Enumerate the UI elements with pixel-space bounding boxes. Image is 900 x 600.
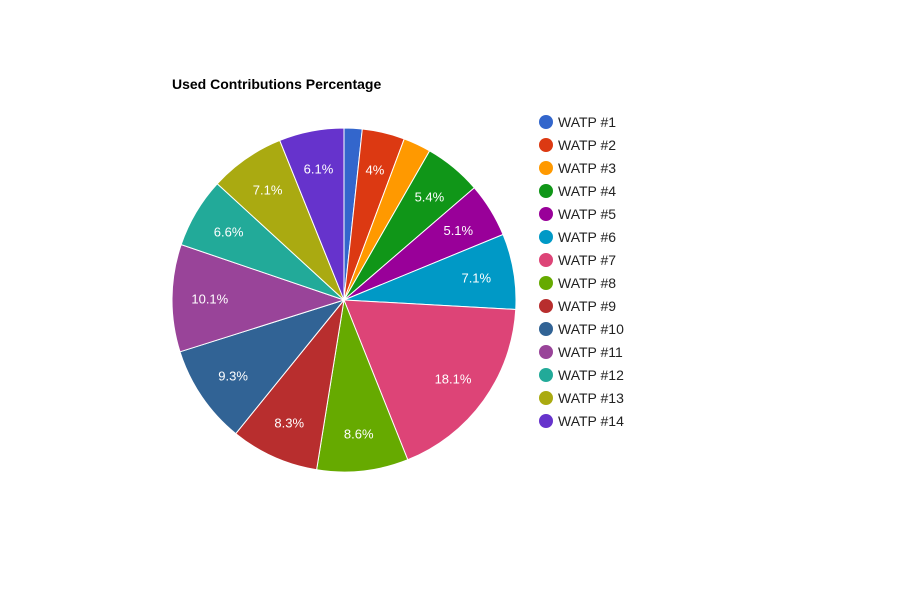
slice-label-watp-2: 4% — [366, 162, 385, 177]
slice-label-watp-11: 10.1% — [191, 292, 228, 307]
pie-slice-watp-10[interactable] — [179, 299, 346, 435]
slice-label-watp-13: 7.1% — [253, 183, 283, 198]
legend-label: WATP #10 — [558, 321, 624, 337]
legend-swatch — [539, 414, 553, 428]
legend-item-watp-10[interactable]: WATP #10 — [539, 321, 624, 337]
legend-label: WATP #3 — [558, 160, 616, 176]
legend-item-watp-4[interactable]: WATP #4 — [539, 183, 616, 199]
legend-label: WATP #6 — [558, 229, 616, 245]
legend-label: WATP #1 — [558, 114, 616, 130]
legend-swatch — [539, 368, 553, 382]
legend-swatch — [539, 345, 553, 359]
legend-label: WATP #5 — [558, 206, 616, 222]
legend-label: WATP #8 — [558, 275, 616, 291]
slice-label-watp-14: 6.1% — [304, 161, 334, 176]
pie-slices — [171, 127, 517, 473]
legend-label: WATP #7 — [558, 252, 616, 268]
legend-item-watp-7[interactable]: WATP #7 — [539, 252, 616, 268]
legend-swatch — [539, 299, 553, 313]
pie-slice-watp-9[interactable] — [235, 298, 345, 471]
legend-item-watp-14[interactable]: WATP #14 — [539, 413, 624, 429]
legend-swatch — [539, 207, 553, 221]
legend-label: WATP #2 — [558, 137, 616, 153]
slice-label-watp-6: 7.1% — [461, 271, 491, 286]
legend-item-watp-12[interactable]: WATP #12 — [539, 367, 624, 383]
pie-slice-watp-14[interactable] — [279, 127, 345, 301]
legend-swatch — [539, 184, 553, 198]
legend-swatch — [539, 276, 553, 290]
legend-item-watp-6[interactable]: WATP #6 — [539, 229, 616, 245]
legend-item-watp-2[interactable]: WATP #2 — [539, 137, 616, 153]
legend-label: WATP #4 — [558, 183, 616, 199]
slice-label-watp-7: 18.1% — [435, 371, 472, 386]
legend-label: WATP #11 — [558, 344, 623, 360]
pie-slice-labels: 4% 5.4% 5.1% 7.1% 18.1% 8.6% 8.3% 9.3% 10.1% 6.6%… — [191, 161, 491, 441]
legend-item-watp-13[interactable]: WATP #13 — [539, 390, 624, 406]
legend-item-watp-1[interactable]: WATP #1 — [539, 114, 616, 130]
legend-swatch — [539, 138, 553, 152]
slice-label-watp-4: 5.4% — [415, 190, 445, 205]
legend-swatch — [539, 161, 553, 175]
slice-label-watp-12: 6.6% — [214, 225, 244, 240]
legend-item-watp-9[interactable]: WATP #9 — [539, 298, 616, 314]
legend-label: WATP #14 — [558, 413, 624, 429]
slice-label-watp-10: 9.3% — [218, 369, 248, 384]
pie-slice-watp-7[interactable] — [343, 299, 517, 461]
legend-swatch — [539, 391, 553, 405]
legend-swatch — [539, 115, 553, 129]
legend-label: WATP #13 — [558, 390, 624, 406]
legend-item-watp-3[interactable]: WATP #3 — [539, 160, 616, 176]
legend-label: WATP #12 — [558, 367, 624, 383]
legend-swatch — [539, 230, 553, 244]
legend-label: WATP #9 — [558, 298, 616, 314]
pie-slice-watp-11[interactable] — [171, 243, 346, 353]
slice-label-watp-9: 8.3% — [274, 416, 304, 431]
pie-slice-watp-8[interactable] — [316, 298, 409, 473]
legend: WATP #1 WATP #2 WATP #3 WATP #4 WATP #5 WATP … — [539, 114, 624, 429]
legend-item-watp-5[interactable]: WATP #5 — [539, 206, 616, 222]
legend-swatch — [539, 322, 553, 336]
chart-title: Used Contributions Percentage — [172, 76, 381, 92]
legend-item-watp-11[interactable]: WATP #11 — [539, 344, 623, 360]
slice-label-watp-8: 8.6% — [344, 426, 374, 441]
legend-swatch — [539, 253, 553, 267]
slice-label-watp-5: 5.1% — [443, 223, 473, 238]
legend-item-watp-8[interactable]: WATP #8 — [539, 275, 616, 291]
